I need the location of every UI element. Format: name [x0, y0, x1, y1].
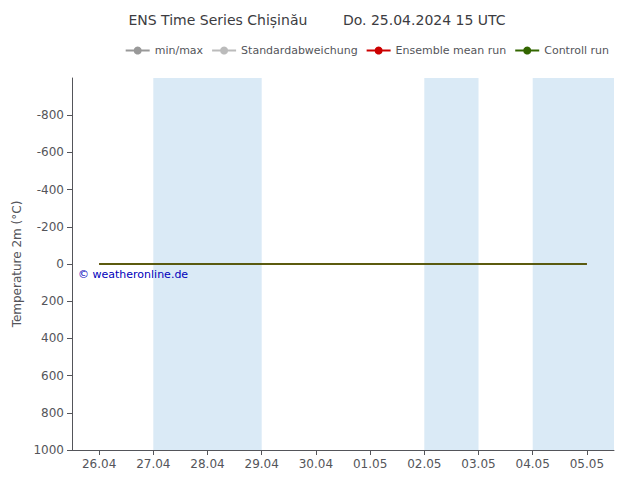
svg-text:© weatheronline.de: © weatheronline.de — [78, 268, 188, 281]
svg-text:200: 200 — [41, 294, 64, 308]
svg-text:Standardabweichung: Standardabweichung — [241, 44, 358, 57]
svg-text:800: 800 — [41, 406, 64, 420]
svg-text:26.04: 26.04 — [82, 457, 116, 471]
svg-text:Controll run: Controll run — [544, 44, 609, 57]
svg-text:-800: -800 — [37, 108, 64, 122]
svg-text:600: 600 — [41, 369, 64, 383]
svg-text:-400: -400 — [37, 183, 64, 197]
svg-text:28.04: 28.04 — [190, 457, 224, 471]
svg-text:03.05: 03.05 — [461, 457, 495, 471]
svg-text:30.04: 30.04 — [299, 457, 333, 471]
svg-text:29.04: 29.04 — [245, 457, 279, 471]
svg-text:Temperature 2m (°C): Temperature 2m (°C) — [10, 201, 24, 329]
svg-text:02.05: 02.05 — [407, 457, 441, 471]
svg-text:Ensemble mean run: Ensemble mean run — [396, 44, 507, 57]
svg-text:04.05: 04.05 — [516, 457, 550, 471]
svg-text:min/max: min/max — [155, 44, 204, 57]
svg-text:-200: -200 — [37, 220, 64, 234]
svg-text:-600: -600 — [37, 145, 64, 159]
svg-text:ENS Time Series Chișinău: ENS Time Series Chișinău Do. 25.04.2024 … — [128, 12, 505, 29]
svg-text:1000: 1000 — [33, 443, 64, 457]
svg-text:400: 400 — [41, 331, 64, 345]
svg-text:05.05: 05.05 — [570, 457, 604, 471]
svg-text:27.04: 27.04 — [136, 457, 170, 471]
svg-text:0: 0 — [56, 257, 64, 271]
svg-text:01.05: 01.05 — [353, 457, 387, 471]
